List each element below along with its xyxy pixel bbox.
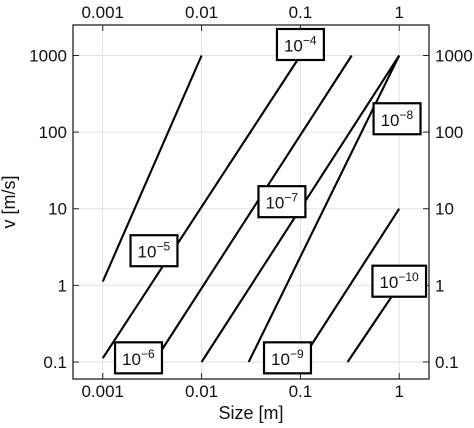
line-label-base: 10: [284, 37, 303, 56]
line-label-text: 10−6: [122, 347, 155, 369]
line-label-box: [371, 264, 428, 298]
line-label-exponent: −8: [400, 108, 414, 122]
y-tick-label-right: 1: [435, 276, 444, 295]
series-line: [346, 284, 401, 363]
plot-frame: [72, 24, 430, 380]
x-tick-label-top: 1: [395, 3, 404, 22]
line-label-text: 10−8: [381, 108, 414, 130]
series-line: [299, 208, 401, 363]
line-label-text: 10−9: [271, 347, 304, 369]
y-tick-label-right: 0.1: [435, 353, 459, 372]
x-tick-label-top: 0.001: [81, 3, 124, 22]
line-label-box: [257, 185, 307, 219]
y-tick-label-left: 0.1: [43, 353, 67, 372]
line-labels: 10−410−510−610−710−810−910−10: [113, 27, 428, 375]
line-label-exponent: −9: [290, 347, 304, 361]
x-tick-label-top: 0.01: [185, 3, 218, 22]
x-axis-label: Size [m]: [218, 403, 283, 423]
y-tick-label-left: 1000: [29, 46, 67, 65]
line-label-exponent: −4: [303, 34, 317, 48]
line-label-base: 10: [138, 243, 157, 262]
line-label-text: 10−4: [284, 34, 317, 56]
y-axis-label: v [m/s]: [0, 176, 19, 229]
line-label-base: 10: [265, 194, 284, 213]
y-tick-label-left: 1: [58, 276, 67, 295]
y-tick-label-right: 1000: [435, 46, 473, 65]
x-tick-label-top: 0.1: [289, 3, 313, 22]
line-label: 10−5: [129, 234, 179, 268]
line-label: 10−6: [113, 341, 164, 375]
line-label: 10−10: [371, 264, 428, 298]
line-label-text: 10−5: [138, 240, 171, 262]
x-tick-label-bottom: 0.1: [289, 382, 313, 401]
line-label-base: 10: [381, 111, 400, 130]
y-tick-label-right: 100: [435, 123, 463, 142]
line-label-box: [113, 341, 164, 375]
x-tick-label-bottom: 0.01: [185, 382, 218, 401]
y-tick-label-right: 10: [435, 200, 454, 219]
line-label-base: 10: [271, 350, 290, 369]
line-label-exponent: −5: [156, 240, 170, 254]
series-line: [153, 54, 353, 363]
line-label-base: 10: [122, 350, 141, 369]
x-tick-label-bottom: 1: [395, 382, 404, 401]
line-label: 10−4: [275, 27, 325, 62]
line-label-exponent: −7: [284, 191, 298, 205]
line-label-exponent: −6: [141, 347, 155, 361]
series-line: [101, 55, 203, 283]
line-label: 10−7: [257, 185, 307, 219]
y-tick-label-left: 100: [39, 123, 67, 142]
grid: [73, 25, 429, 379]
series-line: [101, 54, 302, 359]
line-label-text: 10−7: [265, 191, 298, 213]
x-tick-label-bottom: 0.001: [81, 382, 124, 401]
line-label-box: [129, 234, 179, 268]
line-label: 10−9: [262, 341, 313, 375]
line-label-exponent: −10: [398, 270, 419, 284]
line-label-text: 10−10: [379, 270, 419, 292]
line-label-box: [372, 102, 422, 136]
y-tick-label-left: 10: [48, 200, 67, 219]
line-label: 10−8: [372, 102, 422, 136]
line-label-box: [262, 341, 313, 375]
line-label-box: [275, 27, 325, 62]
line-label-base: 10: [379, 273, 398, 292]
